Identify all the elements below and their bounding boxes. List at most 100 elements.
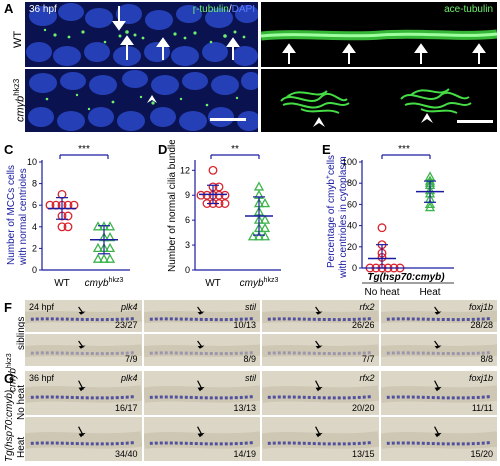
panel-e-yticks: 0 20 40 60 80 100 <box>342 157 362 273</box>
chartC-point-s1-10 <box>92 253 104 263</box>
panelG-row1-stil-count: 13/13 <box>233 403 256 413</box>
panelG-row1-plk4-stain <box>25 371 142 415</box>
panelG-row2-plk4-count: 34/40 <box>114 449 138 459</box>
chartD-point-s1-11 <box>247 231 259 241</box>
panel-c-cat-mut-sup: hkz3 <box>109 277 124 284</box>
panelG-row1-rfx2-count: 20/20 <box>351 403 375 413</box>
panel-f-letter: F <box>4 300 12 315</box>
chartC-ytick-label-5: 10 <box>27 157 37 167</box>
panelF-row1-rfx2-stain <box>262 300 379 332</box>
panel-a-stage-label: 36 hpf <box>29 4 57 15</box>
panelG-row1-plk4-count: 16/17 <box>114 403 138 413</box>
panel-c-ylabel-2: with normal centrioles <box>18 168 29 266</box>
panel-c-marks <box>45 189 118 263</box>
panel-d-letter: D <box>158 142 168 157</box>
panel-a-scale-bar <box>210 118 246 121</box>
panelF-row2-stil-count: 8/9 <box>243 354 256 364</box>
chartC-point-s1-4 <box>104 232 116 242</box>
panel-a-wt-nuclei <box>26 3 258 66</box>
panelF-row2-foxj1b-stain <box>380 334 497 366</box>
panelF-row2-foxj1b: foxj1b 8/8 <box>380 334 497 366</box>
panel-a-row-wt-label: WT <box>12 30 24 48</box>
panelF-row1-rfx2: rfx2 26/26 <box>262 300 379 332</box>
chartE-point-s1-8 <box>424 202 436 212</box>
chartD-point-s0-2 <box>214 182 224 192</box>
panelF-row1-plk4-gene: plk4 <box>120 302 138 312</box>
panelF-row1-rfx2-gene: rfx2 <box>359 302 375 312</box>
panel-d-yticks: 0 3 6 9 12 <box>180 165 195 275</box>
chartD-point-s0-11 <box>220 199 230 208</box>
panelF-row2-stil: stil 8/9 <box>143 334 260 366</box>
panelG-row1-stil-stain <box>143 371 260 415</box>
panel-b-scale-bar <box>457 120 493 123</box>
chartD-ytick-label-3: 9 <box>185 190 190 200</box>
panelF-row2-plk4-count: 7/9 <box>124 354 138 364</box>
panelF-row2-plk4-stain <box>25 334 142 366</box>
panel-a-stain-label: ɼ-tubulin/DAPI <box>193 4 255 15</box>
panel-a-stain-dapi: DAPI <box>231 4 255 15</box>
panel-a-mutant-nuclei <box>28 70 258 131</box>
panel-c-yticks: 0 2 4 6 8 10 <box>27 157 42 275</box>
chartE-ytick-label-3: 60 <box>347 199 357 209</box>
panelG-row2-plk4: plk4 34/40 <box>25 417 142 461</box>
chartD-ytick-label-1: 3 <box>185 240 190 250</box>
panel-b-mutant-cilia <box>280 88 472 127</box>
panel-a-row-mut-sup: hkz3 <box>12 78 21 96</box>
panelF-row1-foxj1b-count: 28/28 <box>470 320 493 330</box>
panel-c-cat-wt: WT <box>54 278 70 289</box>
panel-d-cat-mut-gene: cmyb <box>240 278 264 289</box>
panel-c-cat-mut-gene: cmyb <box>85 278 109 289</box>
chartC-point-s0-8 <box>57 222 67 232</box>
panelF-row1-stil-stain <box>143 300 260 332</box>
panelF-row1-rfx2-count: 26/26 <box>351 320 375 330</box>
panel-e-sig: *** <box>398 144 410 155</box>
panelG-row1-foxj1b-stain <box>380 371 497 415</box>
panel-e-ylabel-1a: Percentage of cmyb <box>326 179 337 268</box>
chartC-ytick-label-3: 6 <box>32 200 37 210</box>
chartC-point-s1-6 <box>104 242 116 253</box>
panelG-row2-stil: stil 14/19 <box>143 417 260 461</box>
panelG-row1-plk4: plk4 16/17 36 hpf <box>25 371 142 415</box>
panelG-row2-stil-count: 14/19 <box>233 449 256 459</box>
chartE-ytick-label-1: 20 <box>347 242 357 252</box>
panel-e-letter: E <box>322 142 331 157</box>
panel-e-marks <box>365 171 444 273</box>
panelG-row2-foxj1b-stain <box>380 417 497 461</box>
chartD-point-s1-10 <box>259 231 271 241</box>
chartD-point-s1-3 <box>259 198 271 208</box>
panelF-row2-rfx2: rfx2 7/7 <box>262 334 379 366</box>
chartC-point-s1-8 <box>98 253 110 263</box>
chartE-point-s0-0 <box>377 223 387 233</box>
chartD-point-s1-0 <box>253 181 265 191</box>
panel-a-wt-image: 36 hpf ɼ-tubulin/DAPI <box>25 2 258 67</box>
panel-e-ylabel-2: with centrioles in cytoplasm <box>338 156 349 279</box>
panelF-row2-rfx2-count: 7/7 <box>361 354 375 364</box>
panel-d-marks <box>196 165 273 241</box>
panelF-row1-foxj1b-gene: foxj1b <box>468 302 493 312</box>
panel-b-mutant-image <box>261 69 497 132</box>
panel-a-mutant-image <box>25 69 258 132</box>
panel-e-cat-2: Heat <box>419 287 440 298</box>
panel-c-ylabel-1: Number of MCCs cells <box>6 165 17 265</box>
panel-e-group-label: Tg(hsp70:cmyb) <box>367 272 445 283</box>
panel-a-letter: A <box>4 1 14 16</box>
panelF-row2-plk4: plk4 7/9 <box>25 334 142 366</box>
panel-d-ylabel: Number of normal cilia bundle <box>167 140 178 272</box>
chartD-point-s0-0 <box>208 165 218 175</box>
chartE-ytick-label-5: 100 <box>342 157 357 167</box>
panel-b-wt-image: ace-tubulin <box>261 2 497 67</box>
panel-b-wt-cilia <box>261 29 497 64</box>
panel-g-group-label: Tg(hsp70:cmyb) <box>4 389 15 462</box>
panel-f-row2-sup: hkz3 <box>6 353 13 369</box>
chartD-point-s0-6 <box>220 190 230 200</box>
panelG-row1-stil-gene: stil <box>245 373 256 383</box>
panelG-row1-plk4-stage: 36 hpf <box>29 373 55 383</box>
panel-d-cat-mut: cmybhkz3 <box>240 277 279 289</box>
panelG-row1-foxj1b-gene: foxj1b <box>468 373 493 383</box>
panelF-row2-stil-stain <box>143 334 260 366</box>
chartD-ytick-label-2: 6 <box>185 215 190 225</box>
chartC-ytick-label-4: 8 <box>32 179 37 189</box>
panelF-row1-foxj1b: foxj1b 28/28 <box>380 300 497 332</box>
chartC-ytick-label-0: 0 <box>32 265 37 275</box>
chartC-point-s1-7 <box>92 242 104 253</box>
